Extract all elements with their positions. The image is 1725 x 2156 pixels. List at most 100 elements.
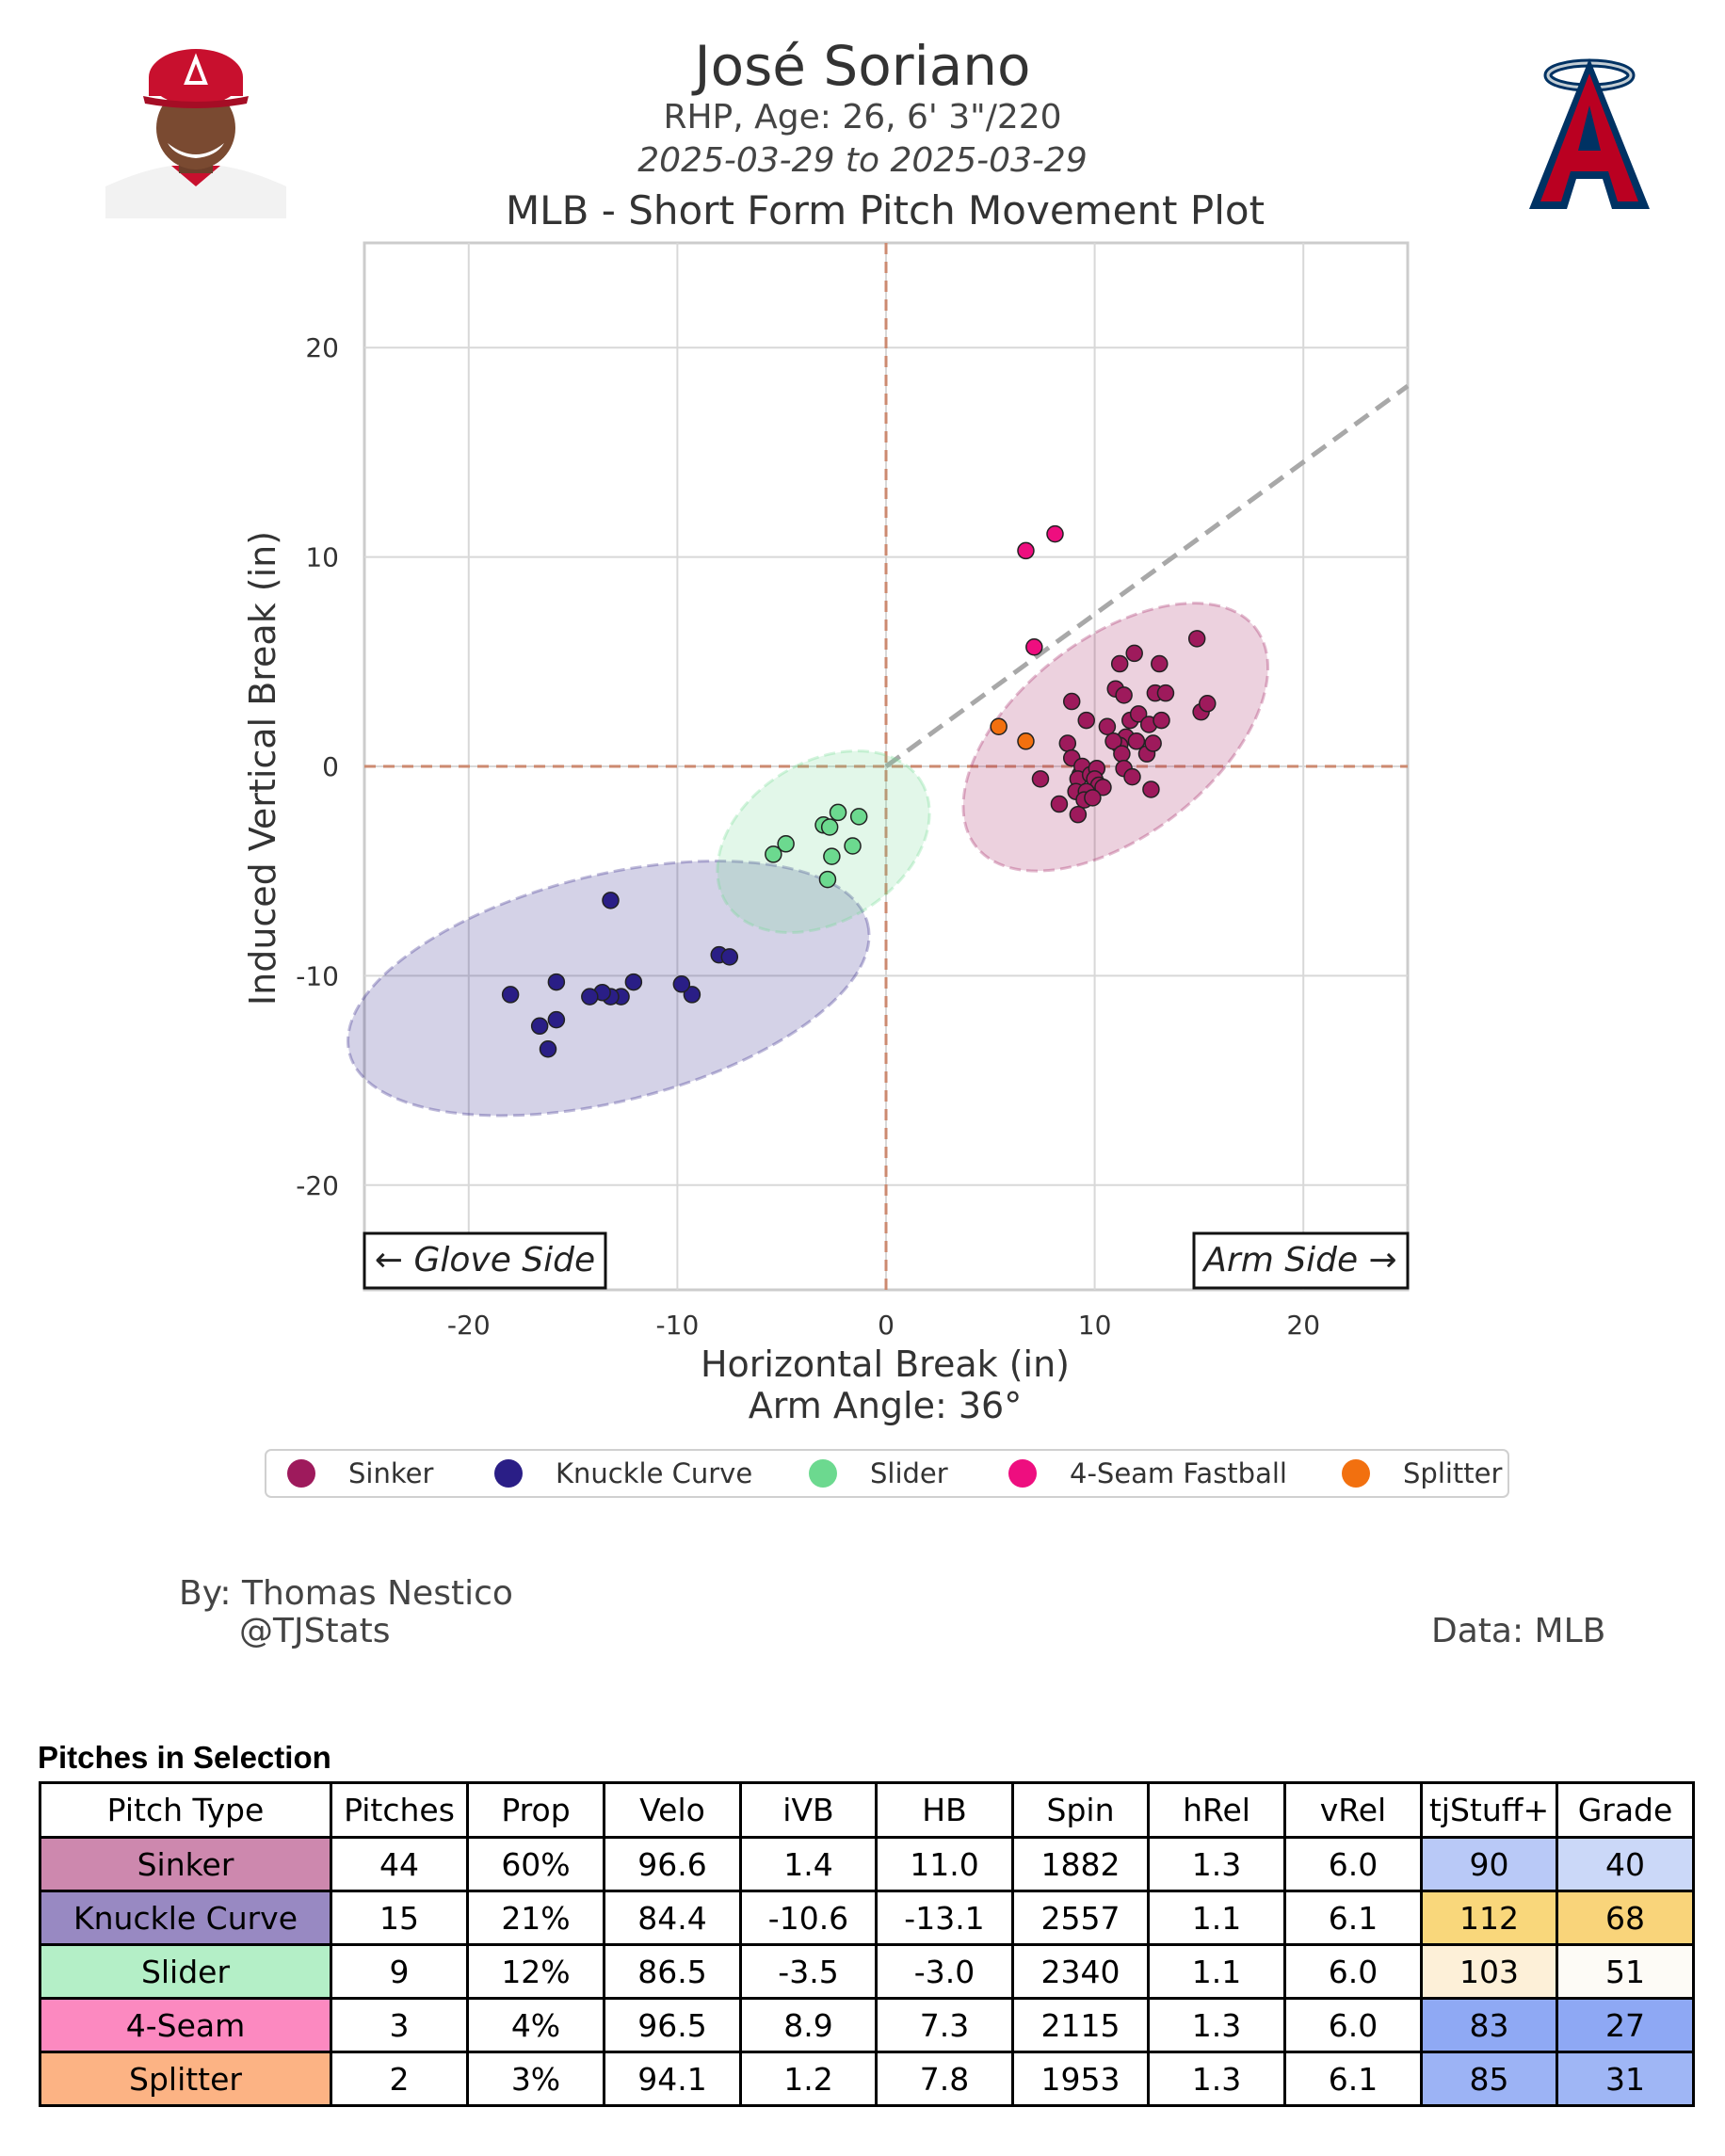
data-point bbox=[818, 870, 837, 889]
table-cell: 1.4 bbox=[739, 1836, 878, 1892]
table-cell: Splitter bbox=[39, 2051, 332, 2107]
table-cell: 112 bbox=[1420, 1890, 1558, 1946]
chart-title: MLB - Short Form Pitch Movement Plot bbox=[506, 187, 1265, 233]
data-point bbox=[1017, 732, 1035, 750]
data-point bbox=[720, 948, 739, 966]
table-cell: 1.3 bbox=[1147, 1997, 1286, 2053]
table-cell: 94.1 bbox=[603, 2051, 742, 2107]
player-name: José Soriano bbox=[694, 34, 1031, 98]
legend-label: Knuckle Curve bbox=[556, 1457, 752, 1489]
y-tick-label: 20 bbox=[305, 332, 339, 363]
table-cell: Knuckle Curve bbox=[39, 1890, 332, 1946]
pitch-summary-table: Pitch Type Pitches Prop Velo iVB HB Spin… bbox=[39, 1781, 1695, 2107]
data-point bbox=[547, 973, 566, 991]
data-point bbox=[1046, 524, 1064, 543]
data-point bbox=[1153, 711, 1170, 730]
table-cell: 12% bbox=[466, 1943, 605, 2000]
table-cell: 6.0 bbox=[1283, 1997, 1423, 2053]
data-point bbox=[844, 837, 862, 855]
table-cell: 1.3 bbox=[1147, 1836, 1286, 1892]
table-cell: 103 bbox=[1420, 1943, 1558, 2000]
table-cell: 1.3 bbox=[1147, 2051, 1286, 2107]
team-logo bbox=[1529, 58, 1650, 209]
data-point bbox=[1104, 732, 1122, 750]
x-tick-label: -10 bbox=[656, 1310, 700, 1341]
table-cell: 11.0 bbox=[875, 1836, 1014, 1892]
table-cell: 90 bbox=[1420, 1836, 1558, 1892]
table-row: 4-Seam 3 4% 96.5 8.9 7.3 2115 1.3 6.0 83 27 bbox=[39, 1997, 1695, 2053]
data-point bbox=[530, 1017, 549, 1036]
data-point bbox=[1129, 705, 1148, 723]
data-point bbox=[624, 973, 643, 991]
arm-angle-line bbox=[884, 384, 1410, 769]
table-cell: 1.2 bbox=[739, 2051, 878, 2107]
table-cell: 3% bbox=[466, 2051, 605, 2107]
player-headshot bbox=[105, 49, 286, 218]
data-point bbox=[1084, 789, 1102, 807]
data-point bbox=[1187, 630, 1206, 648]
col-header-spin: Spin bbox=[1011, 1781, 1150, 1839]
data-point bbox=[1025, 637, 1043, 656]
table-row: Slider 9 12% 86.5 -3.5 -3.0 2340 1.1 6.0 103 51 bbox=[39, 1943, 1695, 2000]
credit-handle: @TJStats bbox=[239, 1612, 391, 1650]
table-cell: -13.1 bbox=[875, 1890, 1014, 1946]
col-header-hb: HB bbox=[875, 1781, 1014, 1839]
legend-label: Slider bbox=[870, 1457, 948, 1489]
table-cell: 7.8 bbox=[875, 2051, 1014, 2107]
table-cell: 60% bbox=[466, 1836, 605, 1892]
table-cell: -3.5 bbox=[739, 1943, 878, 2000]
data-point bbox=[672, 975, 691, 993]
pitch-ellipse bbox=[716, 749, 931, 935]
col-header-tjstuff: tjStuff+ bbox=[1420, 1781, 1558, 1839]
x-tick-label: 20 bbox=[1286, 1310, 1320, 1341]
data-point bbox=[765, 845, 782, 863]
credit-author: By: Thomas Nestico bbox=[179, 1574, 513, 1613]
legend-marker bbox=[809, 1459, 837, 1488]
table-cell: 1.1 bbox=[1147, 1890, 1286, 1946]
table-cell: 96.5 bbox=[603, 1997, 742, 2053]
table-cell: 8.9 bbox=[739, 1997, 878, 2053]
table-cell: -3.0 bbox=[875, 1943, 1014, 2000]
glove-side-box: ← Glove Side bbox=[363, 1231, 607, 1290]
data-point bbox=[1058, 734, 1077, 752]
table-cell: 6.1 bbox=[1283, 1890, 1423, 1946]
data-point bbox=[1151, 654, 1169, 673]
table-header-row: Pitch Type Pitches Prop Velo iVB HB Spin… bbox=[39, 1781, 1695, 1839]
y-axis-label: Induced Vertical Break (in) bbox=[242, 531, 283, 1006]
data-point bbox=[1050, 795, 1069, 813]
table-cell: 84.4 bbox=[603, 1890, 742, 1946]
table-cell: Sinker bbox=[39, 1836, 332, 1892]
table-cell: Slider bbox=[39, 1943, 332, 2000]
data-point bbox=[1113, 745, 1131, 763]
table-cell: -10.6 bbox=[739, 1890, 878, 1946]
table-cell: 4-Seam bbox=[39, 1997, 332, 2053]
data-point bbox=[1144, 734, 1162, 752]
arm-side-box: Arm Side → bbox=[1192, 1231, 1410, 1290]
table-cell: 6.1 bbox=[1283, 2051, 1423, 2107]
data-point bbox=[849, 808, 868, 826]
table-row: Sinker 44 60% 96.6 1.4 11.0 1882 1.3 6.0 90 40 bbox=[39, 1836, 1695, 1892]
data-point bbox=[581, 988, 599, 1006]
x-axis-label: Horizontal Break (in) bbox=[701, 1343, 1070, 1385]
x-axis-label-arm-angle: Arm Angle: 36° bbox=[749, 1385, 1022, 1426]
legend-marker bbox=[287, 1459, 315, 1488]
data-point bbox=[1115, 686, 1133, 704]
table-cell: 51 bbox=[1556, 1943, 1695, 2000]
chart-legend: Sinker Knuckle Curve Slider 4-Seam Fastball… bbox=[265, 1449, 1509, 1498]
table-cell: 1953 bbox=[1011, 2051, 1150, 2107]
col-header-grade: Grade bbox=[1556, 1781, 1695, 1839]
data-point bbox=[539, 1039, 557, 1058]
col-header-hrel: hRel bbox=[1147, 1781, 1286, 1839]
y-tick-label: -10 bbox=[296, 960, 339, 991]
col-header-ivb: iVB bbox=[739, 1781, 878, 1839]
table-cell: 6.0 bbox=[1283, 1836, 1423, 1892]
y-tick-label: 10 bbox=[305, 542, 339, 573]
x-tick-label: -20 bbox=[447, 1310, 491, 1341]
legend-label: Splitter bbox=[1403, 1457, 1503, 1489]
data-point bbox=[777, 835, 795, 853]
arm-side-label: Arm Side → bbox=[1201, 1241, 1396, 1279]
col-header-pitch-type: Pitch Type bbox=[39, 1781, 332, 1839]
table-cell: 40 bbox=[1556, 1836, 1695, 1892]
data-point bbox=[1199, 695, 1217, 713]
y-tick-label: 0 bbox=[322, 751, 339, 782]
